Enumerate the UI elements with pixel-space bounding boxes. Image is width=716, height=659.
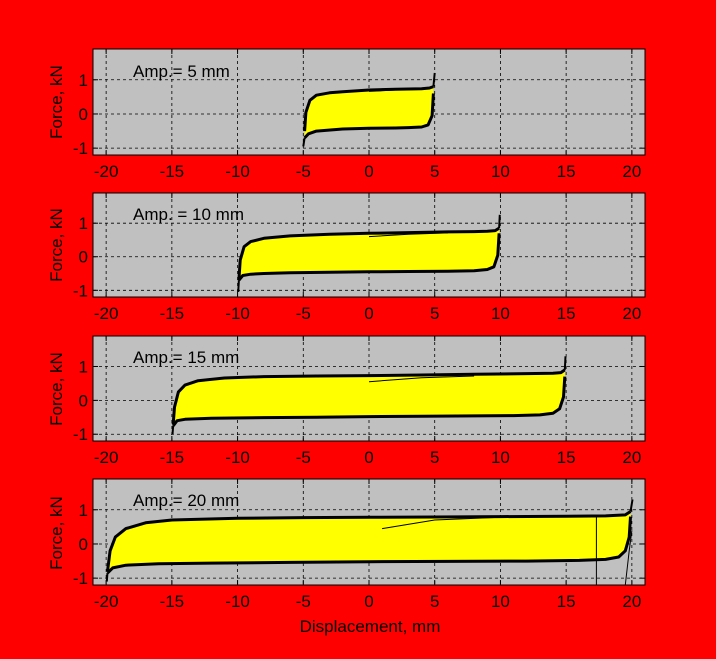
x-tick-label: 10 xyxy=(491,162,510,181)
y-axis-label: Force, kN xyxy=(47,496,66,570)
loop-fill xyxy=(173,369,565,426)
x-tick-label: 5 xyxy=(430,448,439,467)
axis-ticks: -20 -15 -10 -5 0 5 10 15 20-101 xyxy=(73,479,645,611)
y-axis-label: Force, kN xyxy=(47,208,66,282)
hysteresis-loop xyxy=(171,356,567,435)
peak-spike xyxy=(498,214,501,229)
amplitude-annotation: Amp.= 15 mm xyxy=(133,348,239,367)
x-tick-label: 20 xyxy=(622,304,641,323)
y-axis-label: Force, kN xyxy=(47,65,66,139)
y-tick-label: 1 xyxy=(79,71,88,90)
x-tick-label: 10 xyxy=(491,448,510,467)
x-tick-label: 5 xyxy=(430,592,439,611)
x-tick-label: -5 xyxy=(296,592,311,611)
peak-spike xyxy=(563,356,567,370)
x-tick-label: -20 xyxy=(94,592,119,611)
initial-loading-curve xyxy=(382,516,501,530)
x-tick-label: 20 xyxy=(622,162,641,181)
plot-frame xyxy=(92,48,646,156)
x-tick-label: -10 xyxy=(225,304,250,323)
x-tick-label: -15 xyxy=(160,162,185,181)
loading-branch xyxy=(171,368,566,425)
unloading-branch xyxy=(303,93,435,139)
y-axis-label: Force, kN xyxy=(47,352,66,426)
trough-spike xyxy=(105,572,109,582)
peak-spike xyxy=(432,72,436,87)
x-tick-label: -10 xyxy=(225,162,250,181)
trough-spike xyxy=(237,280,240,293)
axis-ticks: -20 -15 -10 -5 0 5 10 15 20-101 xyxy=(73,336,645,467)
loading-branch xyxy=(303,85,434,132)
x-tick-label: -20 xyxy=(94,162,119,181)
axis-ticks: -20 -15 -10 -5 0 5 10 15 20-101 xyxy=(73,193,645,323)
x-tick-label: 0 xyxy=(364,448,373,467)
x-tick-label: 5 xyxy=(430,162,439,181)
y-tick-label: 0 xyxy=(79,105,88,124)
peak-spike xyxy=(629,499,634,512)
y-tick-label: 1 xyxy=(79,357,88,376)
x-tick-label: -5 xyxy=(296,162,311,181)
x-tick-label: 10 xyxy=(491,304,510,323)
unloading-branch xyxy=(106,516,632,575)
loop-fill xyxy=(107,511,631,573)
hysteresis-loop xyxy=(237,214,501,293)
hysteresis-loop xyxy=(302,72,436,147)
x-tick-label: 10 xyxy=(491,592,510,611)
x-tick-label: -5 xyxy=(296,304,311,323)
initial-loading-curve xyxy=(368,232,448,238)
trough-spike xyxy=(171,425,175,435)
y-tick-label: -1 xyxy=(73,139,88,158)
x-tick-label: -10 xyxy=(225,592,250,611)
unloading-branch xyxy=(172,376,567,427)
loading-branch xyxy=(106,510,632,572)
y-tick-label: -1 xyxy=(73,425,88,444)
panel-3: -20 -15 -10 -5 0 5 10 15 20-101 Amp.= 15 mm Forc… xyxy=(47,335,646,467)
initial-loading-curve xyxy=(368,375,475,383)
plot-frame xyxy=(92,335,646,442)
hysteresis-loop xyxy=(105,499,634,586)
x-tick-label: -20 xyxy=(94,448,119,467)
y-tick-label: 1 xyxy=(79,501,88,520)
plot-frame xyxy=(92,192,646,298)
loop-fill xyxy=(238,228,500,281)
x-tick-label: -10 xyxy=(225,448,250,467)
amplitude-annotation: Amp.= 20 mm xyxy=(133,491,239,510)
axis-ticks: -20 -15 -10 -5 0 5 10 15 20-101 xyxy=(73,49,645,181)
y-tick-label: -1 xyxy=(73,569,88,588)
x-tick-label: -20 xyxy=(94,304,119,323)
x-tick-label: 20 xyxy=(622,592,641,611)
x-axis-label: Displacement, mm xyxy=(300,617,441,636)
panel-2: -20 -15 -10 -5 0 5 10 15 20-101 Amp. = 10 mm For… xyxy=(47,192,646,323)
amplitude-annotation: Amp. = 10 mm xyxy=(133,205,244,224)
trough-spike xyxy=(302,137,306,147)
loop-fill xyxy=(304,86,434,138)
x-tick-label: 20 xyxy=(622,448,641,467)
x-tick-label: 0 xyxy=(364,592,373,611)
initial-loading-curve xyxy=(368,88,422,92)
x-tick-label: -5 xyxy=(296,448,311,467)
panel-1: -20 -15 -10 -5 0 5 10 15 20-101 Amp.= 5 mm Force… xyxy=(47,48,646,181)
x-tick-label: 15 xyxy=(557,448,576,467)
y-tick-label: 1 xyxy=(79,214,88,233)
x-tick-label: 15 xyxy=(557,304,576,323)
amplitude-annotation: Amp.= 5 mm xyxy=(133,62,230,81)
extra-trace xyxy=(624,530,633,586)
x-tick-label: 15 xyxy=(557,162,576,181)
y-tick-label: 0 xyxy=(79,248,88,267)
loading-branch xyxy=(237,226,500,281)
x-tick-label: 0 xyxy=(364,304,373,323)
x-tick-label: 0 xyxy=(364,162,373,181)
x-tick-label: 5 xyxy=(430,304,439,323)
x-tick-label: -15 xyxy=(160,592,185,611)
x-tick-label: -15 xyxy=(160,448,185,467)
panel-4: -20 -15 -10 -5 0 5 10 15 20-101 Amp.= 20 mm Forc… xyxy=(47,478,646,636)
x-tick-label: -15 xyxy=(160,304,185,323)
x-tick-label: 15 xyxy=(557,592,576,611)
plot-frame xyxy=(92,478,646,586)
y-tick-label: 0 xyxy=(79,535,88,554)
y-tick-label: -1 xyxy=(73,281,88,300)
unloading-branch xyxy=(237,233,501,282)
y-tick-label: 0 xyxy=(79,391,88,410)
